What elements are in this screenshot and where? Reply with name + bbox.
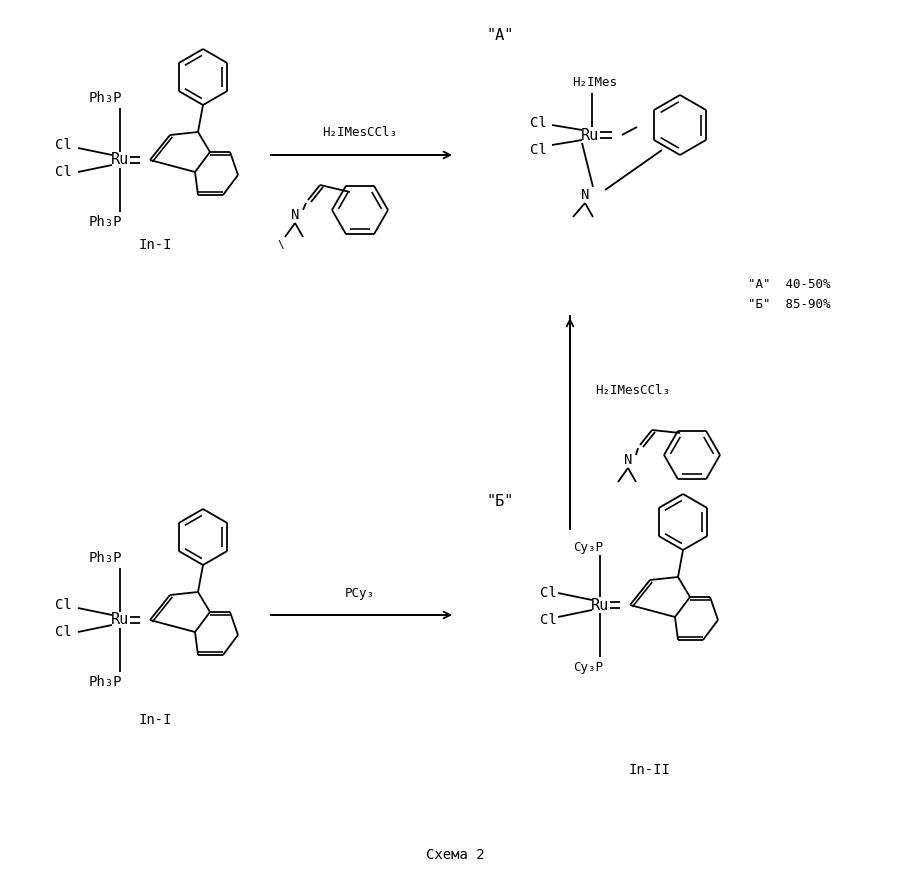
Text: Ru: Ru: [111, 613, 129, 628]
Text: Cl: Cl: [531, 116, 547, 130]
Text: In-I: In-I: [138, 238, 172, 252]
Text: In-II: In-II: [629, 763, 671, 777]
Text: "Б": "Б": [486, 495, 513, 510]
Text: "A": "A": [486, 28, 513, 43]
Text: "Б"  85-90%: "Б" 85-90%: [748, 298, 831, 312]
Text: Cl: Cl: [56, 165, 72, 179]
Text: H₂IMesCCl₃: H₂IMesCCl₃: [322, 127, 398, 139]
Text: H₂IMesCCl₃: H₂IMesCCl₃: [595, 383, 670, 396]
Text: N: N: [581, 188, 589, 202]
Text: Ru: Ru: [581, 128, 599, 143]
Text: N: N: [624, 453, 632, 467]
Text: Ph₃P: Ph₃P: [88, 215, 122, 229]
Text: N: N: [291, 208, 299, 222]
Text: "A"  40-50%: "A" 40-50%: [748, 279, 831, 291]
Text: Cl: Cl: [56, 598, 72, 612]
Text: \: \: [278, 240, 284, 250]
Text: Схема 2: Схема 2: [426, 848, 484, 862]
Text: Cl: Cl: [541, 613, 557, 627]
Text: Cl: Cl: [56, 625, 72, 639]
Text: Ph₃P: Ph₃P: [88, 675, 122, 689]
Text: Cl: Cl: [541, 586, 557, 600]
Text: PCy₃: PCy₃: [345, 587, 375, 599]
Text: Ru: Ru: [591, 597, 609, 613]
Text: In-I: In-I: [138, 713, 172, 727]
Text: H₂IMes: H₂IMes: [572, 77, 618, 89]
Text: Cy₃P: Cy₃P: [573, 540, 603, 554]
Text: Cl: Cl: [531, 143, 547, 157]
Text: Cy₃P: Cy₃P: [573, 661, 603, 673]
Text: Ph₃P: Ph₃P: [88, 551, 122, 565]
Text: Ph₃P: Ph₃P: [88, 91, 122, 105]
Text: Cl: Cl: [56, 138, 72, 152]
Text: Ru: Ru: [111, 153, 129, 168]
